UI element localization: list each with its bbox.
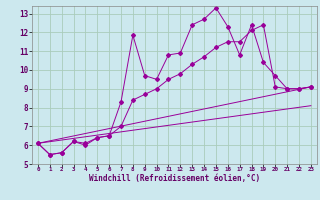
X-axis label: Windchill (Refroidissement éolien,°C): Windchill (Refroidissement éolien,°C) [89, 174, 260, 183]
